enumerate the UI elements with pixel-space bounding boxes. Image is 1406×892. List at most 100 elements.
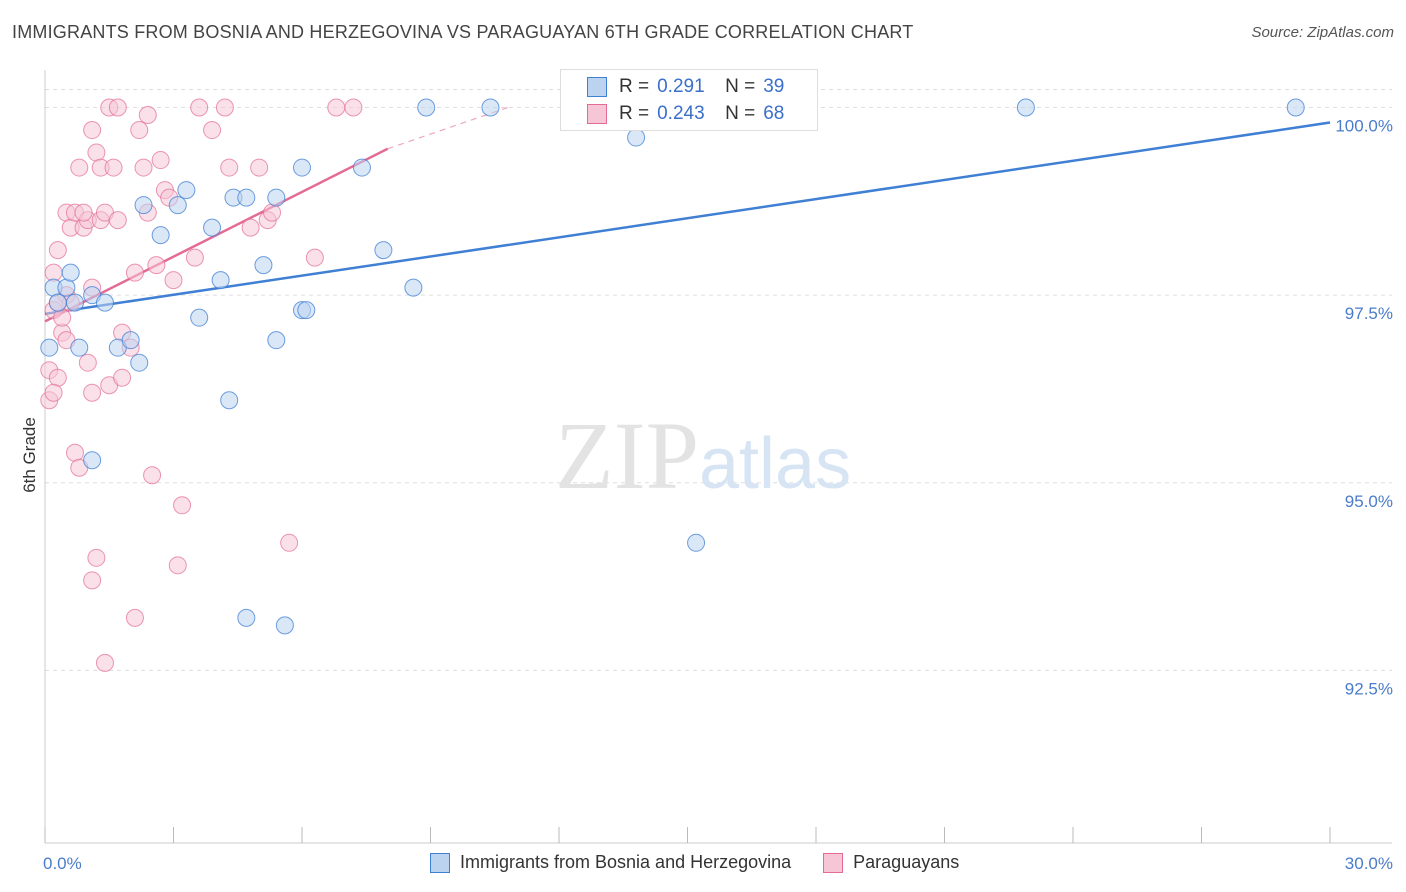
- watermark: ZIPatlas: [555, 400, 851, 511]
- watermark-zip: ZIP: [555, 402, 699, 509]
- point-bosnia: [121, 331, 140, 350]
- legend-row-bosnia: R = 0.291 N = 39: [587, 74, 784, 100]
- point-paraguayans: [87, 548, 106, 567]
- point-paraguayans: [125, 263, 144, 282]
- point-paraguayans: [250, 158, 269, 177]
- point-paraguayans: [44, 383, 63, 402]
- legend-swatch-pink: [587, 104, 607, 124]
- point-bosnia: [293, 158, 311, 177]
- point-bosnia: [687, 533, 706, 552]
- point-bosnia: [237, 188, 256, 207]
- point-paraguayans: [65, 443, 84, 462]
- point-bosnia: [220, 391, 239, 410]
- y-tick-label: 97.5%: [1345, 304, 1393, 323]
- point-paraguayans: [83, 383, 102, 402]
- point-bosnia: [417, 98, 436, 117]
- point-bosnia: [1016, 98, 1035, 117]
- point-paraguayans: [53, 308, 72, 327]
- legend-n-label: N =: [725, 76, 756, 97]
- legend-swatch-blue: [587, 77, 607, 97]
- point-bosnia: [65, 293, 84, 312]
- point-paraguayans: [125, 608, 144, 627]
- point-paraguayans: [87, 143, 106, 162]
- chart-title: IMMIGRANTS FROM BOSNIA AND HERZEGOVINA V…: [12, 22, 914, 42]
- point-bosnia: [95, 293, 114, 312]
- point-paraguayans: [344, 98, 363, 117]
- point-bosnia: [627, 128, 646, 147]
- point-bosnia: [297, 301, 316, 320]
- point-bosnia: [374, 241, 393, 260]
- y-tick-label: 92.5%: [1345, 679, 1393, 698]
- point-bosnia: [275, 616, 294, 635]
- point-paraguayans: [74, 203, 93, 222]
- point-bosnia: [48, 293, 67, 312]
- point-paraguayans: [263, 203, 282, 222]
- point-paraguayans: [95, 653, 114, 672]
- bottom-legend-item-bosnia: Immigrants from Bosnia and Herzegovina: [430, 852, 791, 873]
- point-paraguayans: [108, 98, 127, 117]
- point-paraguayans: [215, 98, 234, 117]
- point-paraguayans: [327, 98, 346, 117]
- point-paraguayans: [83, 571, 102, 590]
- point-bosnia: [134, 196, 153, 215]
- point-bosnia: [177, 181, 196, 200]
- x-tick-label: 0.0%: [43, 854, 82, 873]
- point-paraguayans: [185, 248, 204, 267]
- point-paraguayans: [138, 106, 157, 125]
- x-tick-label: 30.0%: [1345, 854, 1393, 873]
- point-bosnia: [352, 158, 371, 177]
- point-paraguayans: [48, 241, 67, 260]
- grid-lines: [45, 89, 1392, 671]
- point-paraguayans: [151, 151, 170, 170]
- point-paraguayans: [134, 158, 153, 177]
- point-bosnia: [1286, 98, 1305, 117]
- point-paraguayans: [190, 98, 209, 117]
- point-paraguayans: [173, 496, 192, 515]
- y-tick-label: 100.0%: [1335, 117, 1393, 136]
- point-bosnia: [404, 278, 423, 297]
- point-paraguayans: [83, 121, 102, 140]
- point-paraguayans: [164, 271, 183, 290]
- point-bosnia: [57, 278, 76, 297]
- bottom-legend-label-paraguayans: Paraguayans: [853, 852, 960, 872]
- point-paraguayans: [241, 218, 260, 237]
- source-credit: Source: ZipAtlas.com: [1251, 24, 1394, 41]
- tick-labels: 92.5% 95.0% 97.5% 100.0% 0.0% 30.0%: [43, 117, 1393, 873]
- point-bosnia: [267, 188, 286, 207]
- legend-n-value: 68: [763, 103, 785, 124]
- point-bosnia: [70, 338, 89, 357]
- point-bosnia: [130, 353, 149, 372]
- legend-r-label: R =: [619, 76, 650, 97]
- point-paraguayans: [48, 368, 67, 387]
- point-paraguayans: [147, 256, 166, 275]
- bottom-legend-label-bosnia: Immigrants from Bosnia and Herzegovina: [460, 852, 792, 872]
- point-paraguayans: [280, 533, 299, 552]
- point-paraguayans: [203, 121, 222, 140]
- point-bosnia: [61, 263, 80, 282]
- point-paraguayans: [220, 158, 239, 177]
- point-bosnia: [237, 608, 256, 627]
- legend-r-label: R =: [619, 103, 650, 124]
- point-bosnia: [190, 308, 209, 327]
- bottom-legend-swatch-pink: [823, 852, 844, 873]
- point-bosnia: [481, 98, 500, 117]
- point-paraguayans: [143, 466, 162, 485]
- point-bosnia: [83, 451, 102, 470]
- point-bosnia: [211, 271, 230, 290]
- point-bosnia: [151, 226, 170, 245]
- legend-row-paraguayans: R = 0.243 N = 68: [587, 101, 784, 127]
- watermark-atlas: atlas: [699, 424, 852, 504]
- point-bosnia: [254, 256, 273, 275]
- point-bosnia: [40, 338, 59, 357]
- point-paraguayans: [104, 158, 123, 177]
- legend-r-value: 0.291: [657, 76, 705, 97]
- point-bosnia: [267, 331, 286, 350]
- legend-n-label: N =: [725, 103, 756, 124]
- legend-n-value: 39: [763, 76, 785, 97]
- trend-line-bosnia: [44, 121, 1331, 316]
- point-paraguayans: [44, 263, 63, 282]
- point-bosnia: [168, 196, 187, 215]
- axes: [44, 70, 1392, 844]
- point-paraguayans: [70, 158, 89, 177]
